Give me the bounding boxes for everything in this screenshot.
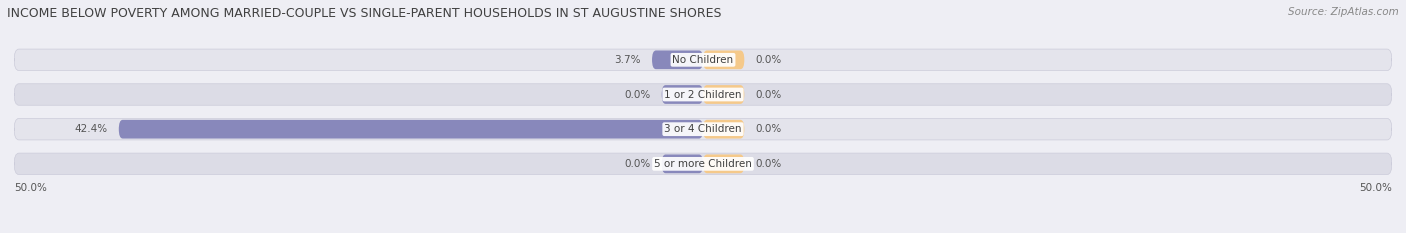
Text: 0.0%: 0.0% xyxy=(755,159,782,169)
Text: 5 or more Children: 5 or more Children xyxy=(654,159,752,169)
Text: 0.0%: 0.0% xyxy=(755,55,782,65)
FancyBboxPatch shape xyxy=(703,51,744,69)
Text: 0.0%: 0.0% xyxy=(624,89,651,99)
FancyBboxPatch shape xyxy=(118,120,703,139)
Text: 1 or 2 Children: 1 or 2 Children xyxy=(664,89,742,99)
Text: 42.4%: 42.4% xyxy=(75,124,108,134)
Text: 3.7%: 3.7% xyxy=(614,55,641,65)
FancyBboxPatch shape xyxy=(652,51,703,69)
Text: 0.0%: 0.0% xyxy=(624,159,651,169)
FancyBboxPatch shape xyxy=(14,153,1392,175)
Text: 50.0%: 50.0% xyxy=(14,183,46,193)
FancyBboxPatch shape xyxy=(662,154,703,173)
Text: 3 or 4 Children: 3 or 4 Children xyxy=(664,124,742,134)
Text: 0.0%: 0.0% xyxy=(755,89,782,99)
Text: Source: ZipAtlas.com: Source: ZipAtlas.com xyxy=(1288,7,1399,17)
Text: No Children: No Children xyxy=(672,55,734,65)
FancyBboxPatch shape xyxy=(703,154,744,173)
Text: 0.0%: 0.0% xyxy=(755,124,782,134)
FancyBboxPatch shape xyxy=(703,120,744,139)
FancyBboxPatch shape xyxy=(14,84,1392,105)
Text: 50.0%: 50.0% xyxy=(1360,183,1392,193)
FancyBboxPatch shape xyxy=(703,85,744,104)
Text: INCOME BELOW POVERTY AMONG MARRIED-COUPLE VS SINGLE-PARENT HOUSEHOLDS IN ST AUGU: INCOME BELOW POVERTY AMONG MARRIED-COUPL… xyxy=(7,7,721,20)
FancyBboxPatch shape xyxy=(662,85,703,104)
FancyBboxPatch shape xyxy=(14,118,1392,140)
FancyBboxPatch shape xyxy=(14,49,1392,71)
